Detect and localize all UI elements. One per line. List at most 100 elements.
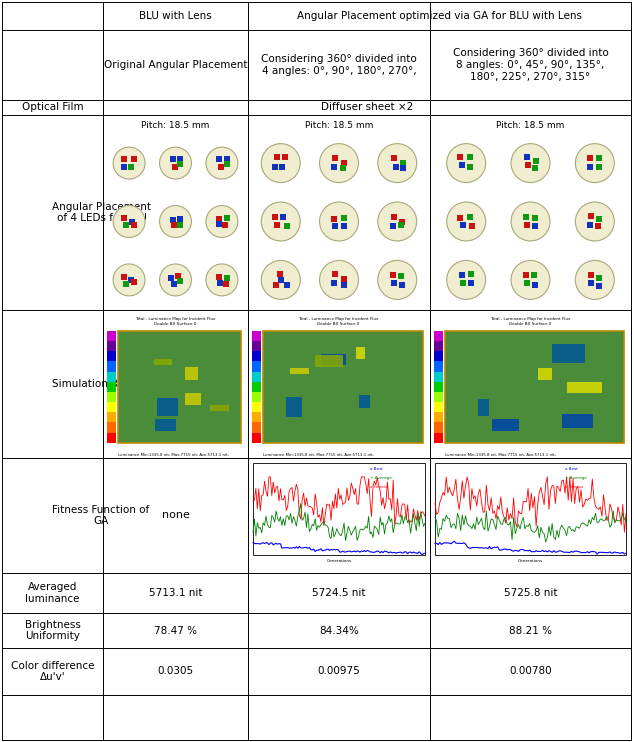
Text: 0.00975: 0.00975	[318, 666, 360, 677]
Bar	[252, 413, 261, 422]
Text: BLU with Lens: BLU with Lens	[139, 11, 212, 21]
Bar	[290, 368, 309, 374]
Text: Pitch: 18.5 mm: Pitch: 18.5 mm	[496, 120, 565, 130]
Text: Considering 360° divided into
4 angles: 0°, 90°, 180°, 270°,: Considering 360° divided into 4 angles: …	[261, 54, 417, 76]
Bar	[434, 422, 443, 433]
Text: 0.00780: 0.00780	[509, 666, 552, 677]
Bar	[263, 331, 423, 443]
Circle shape	[378, 144, 417, 183]
Bar	[107, 422, 116, 433]
Text: 88.21 %: 88.21 %	[509, 626, 552, 635]
Text: Optical Film: Optical Film	[22, 102, 83, 113]
Bar	[107, 381, 116, 392]
Circle shape	[447, 202, 486, 241]
Circle shape	[320, 144, 358, 183]
Text: Considering 360° divided into
8 angles: 0°, 45°, 90°, 135°,
180°, 225°, 270°, 31: Considering 360° divided into 8 angles: …	[453, 48, 609, 82]
Bar	[434, 361, 443, 372]
Circle shape	[378, 260, 417, 299]
Circle shape	[206, 264, 238, 296]
Circle shape	[320, 202, 358, 241]
Text: Double BX Surface 0: Double BX Surface 0	[317, 322, 359, 326]
Bar	[210, 405, 230, 411]
Bar	[434, 402, 443, 413]
Bar	[118, 331, 241, 443]
Bar	[286, 397, 302, 417]
Text: 5725.8 nit: 5725.8 nit	[504, 588, 557, 598]
Bar	[359, 395, 370, 407]
Bar	[252, 402, 261, 413]
Text: Generations: Generations	[518, 559, 543, 563]
Text: Total - Luminance Map for Incident Flux: Total - Luminance Map for Incident Flux	[298, 317, 378, 321]
Text: 0.0305: 0.0305	[157, 666, 193, 677]
Bar	[107, 351, 116, 361]
Bar	[185, 393, 201, 404]
Bar	[434, 392, 443, 402]
Text: Double BX Surface 0: Double BX Surface 0	[154, 322, 196, 326]
Circle shape	[206, 147, 238, 179]
Text: Brightness
Uniformity: Brightness Uniformity	[25, 620, 81, 641]
Bar	[435, 463, 626, 556]
Text: 5713.1 nit: 5713.1 nit	[149, 588, 202, 598]
Circle shape	[511, 202, 550, 241]
Text: Luminance Min:1335.8 nit, Max:7715 nit, Ave:5713.1 nit,: Luminance Min:1335.8 nit, Max:7715 nit, …	[118, 453, 229, 456]
Bar	[184, 367, 198, 381]
Text: Luminance Min:1335.8 nit, Max:7715 nit, Ave:5713.1 nit,: Luminance Min:1335.8 nit, Max:7715 nit, …	[263, 453, 374, 456]
Circle shape	[160, 264, 191, 296]
Circle shape	[261, 202, 301, 241]
Bar	[155, 419, 176, 431]
Bar	[252, 341, 261, 351]
Bar	[107, 433, 116, 443]
Bar	[434, 331, 443, 341]
Bar	[252, 392, 261, 402]
Text: Generations: Generations	[327, 559, 352, 563]
Circle shape	[575, 144, 614, 183]
Circle shape	[160, 206, 191, 237]
Circle shape	[511, 260, 550, 299]
Bar	[107, 341, 116, 351]
Circle shape	[511, 144, 550, 183]
Text: Original Angular Placement: Original Angular Placement	[104, 60, 247, 70]
Text: o Best: o Best	[370, 467, 383, 470]
Bar	[434, 351, 443, 361]
Text: + Average: + Average	[565, 476, 586, 480]
Bar	[434, 433, 443, 443]
Bar	[434, 372, 443, 381]
Bar	[478, 399, 489, 416]
Bar	[567, 382, 602, 393]
Bar	[107, 331, 116, 341]
Bar	[445, 331, 624, 443]
Bar	[252, 422, 261, 433]
Circle shape	[113, 264, 145, 296]
Text: 5724.5 nit: 5724.5 nit	[313, 588, 366, 598]
Bar	[153, 359, 172, 365]
Bar	[253, 463, 425, 556]
Bar	[107, 361, 116, 372]
Bar	[107, 413, 116, 422]
Bar	[157, 398, 178, 416]
Bar	[492, 419, 519, 431]
Text: o Best: o Best	[565, 467, 578, 470]
Text: 78.47 %: 78.47 %	[154, 626, 197, 635]
Bar	[321, 355, 346, 365]
Circle shape	[575, 202, 614, 241]
Text: Fitness Function of
GA: Fitness Function of GA	[53, 505, 150, 526]
Bar	[252, 361, 261, 372]
Bar	[252, 381, 261, 392]
Bar	[434, 341, 443, 351]
Bar	[107, 402, 116, 413]
Bar	[107, 392, 116, 402]
Circle shape	[261, 260, 301, 299]
Circle shape	[206, 206, 238, 237]
Circle shape	[378, 202, 417, 241]
Bar	[434, 381, 443, 392]
Text: Color difference
Δu'v': Color difference Δu'v'	[11, 660, 94, 683]
Circle shape	[447, 144, 486, 183]
Text: Total - Luminance Map for Incident Flux: Total - Luminance Map for Incident Flux	[135, 317, 216, 321]
Circle shape	[320, 260, 358, 299]
Text: Averaged
luminance: Averaged luminance	[25, 582, 80, 604]
Text: Angular Placement optimized via GA for BLU with Lens: Angular Placement optimized via GA for B…	[297, 11, 582, 21]
Bar	[552, 344, 585, 363]
Text: Angular Placement
of 4 LEDs for BLU: Angular Placement of 4 LEDs for BLU	[53, 202, 152, 223]
Bar	[252, 331, 261, 341]
Circle shape	[113, 147, 145, 179]
